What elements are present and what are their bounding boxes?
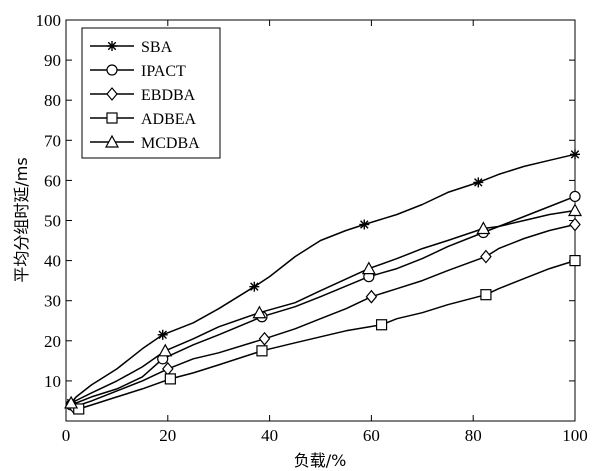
legend-label: MCDBA [141, 135, 200, 152]
y-tick-label: 100 [36, 11, 62, 30]
data-point-triangle [252, 305, 267, 319]
data-point-square [480, 289, 492, 301]
data-point-asterisk [473, 177, 484, 188]
legend-label: ADBEA [141, 111, 197, 128]
legend-entry: EBDBA [90, 87, 196, 104]
y-tick-label: 60 [44, 171, 61, 190]
y-tick-label: 30 [44, 292, 61, 311]
data-point-square [73, 403, 85, 415]
asterisk-stroke [107, 41, 117, 51]
series-line [70, 209, 576, 404]
legend-marker-asterisk [107, 41, 117, 51]
data-point-triangle [158, 343, 173, 357]
data-point-circle [569, 190, 581, 203]
data-point-square [375, 319, 388, 331]
legend: SBA IPACT EBDBA ADBEA MCDBA [81, 27, 221, 159]
data-point-diamond [258, 331, 271, 346]
series-line [78, 259, 576, 410]
x-tick-label: 80 [465, 426, 482, 445]
x-tick-label: 20 [159, 426, 176, 445]
y-tick-label: 70 [44, 131, 61, 150]
y-tick-label: 90 [44, 51, 61, 70]
legend-marker-circle [106, 64, 118, 76]
x-tick-label: 100 [562, 426, 588, 445]
legend-marker-diamond [106, 87, 118, 101]
series-lines [64, 149, 583, 415]
series-adbea [73, 255, 581, 415]
y-tick-label: 20 [44, 332, 61, 351]
data-point-square [569, 255, 581, 267]
y-tick-label: 80 [44, 91, 61, 110]
asterisk-stroke [474, 178, 483, 187]
asterisk-stroke [250, 282, 259, 291]
legend-label: IPACT [141, 63, 186, 80]
x-tick-label: 60 [363, 426, 380, 445]
data-point-triangle [476, 221, 491, 235]
asterisk-stroke [360, 220, 369, 229]
y-tick-label: 10 [44, 372, 61, 391]
axis-ticks: 0 20 40 60 80 100 10 20 30 40 50 60 70 80 90 100 [36, 11, 588, 445]
data-point-asterisk [570, 149, 580, 160]
data-point-asterisk [359, 219, 370, 230]
legend-entry: SBA [90, 39, 173, 56]
x-axis-label: 负载/% [294, 451, 347, 470]
asterisk-stroke [570, 150, 580, 159]
data-point-diamond [480, 249, 492, 264]
y-axis-label: 平均分组时延/ms [12, 157, 31, 282]
data-point-triangle [64, 395, 79, 409]
data-point-triangle [567, 203, 583, 217]
asterisk-stroke [158, 330, 167, 340]
x-tick-label: 40 [261, 426, 278, 445]
data-point-square [164, 373, 176, 385]
legend-box [81, 27, 221, 159]
legend-marker-square [106, 112, 118, 124]
legend-label: EBDBA [141, 87, 196, 104]
legend-label: SBA [141, 39, 173, 56]
data-point-diamond [569, 217, 581, 232]
data-point-asterisk [157, 329, 168, 340]
y-tick-label: 40 [44, 252, 61, 271]
series-mcdba [64, 203, 583, 409]
series-line [73, 223, 576, 408]
legend-marker-triangle [104, 134, 120, 148]
series-line [70, 153, 576, 404]
x-tick-label: 0 [62, 426, 71, 445]
data-point-asterisk [249, 281, 260, 292]
series-sba [66, 149, 580, 408]
data-point-triangle [361, 261, 376, 275]
data-point-diamond [365, 289, 378, 304]
legend-entry: MCDBA [90, 134, 200, 152]
data-point-square [256, 345, 268, 357]
y-tick-label: 50 [44, 212, 61, 231]
legend-entry: ADBEA [90, 111, 197, 128]
legend-entry: IPACT [90, 63, 186, 80]
